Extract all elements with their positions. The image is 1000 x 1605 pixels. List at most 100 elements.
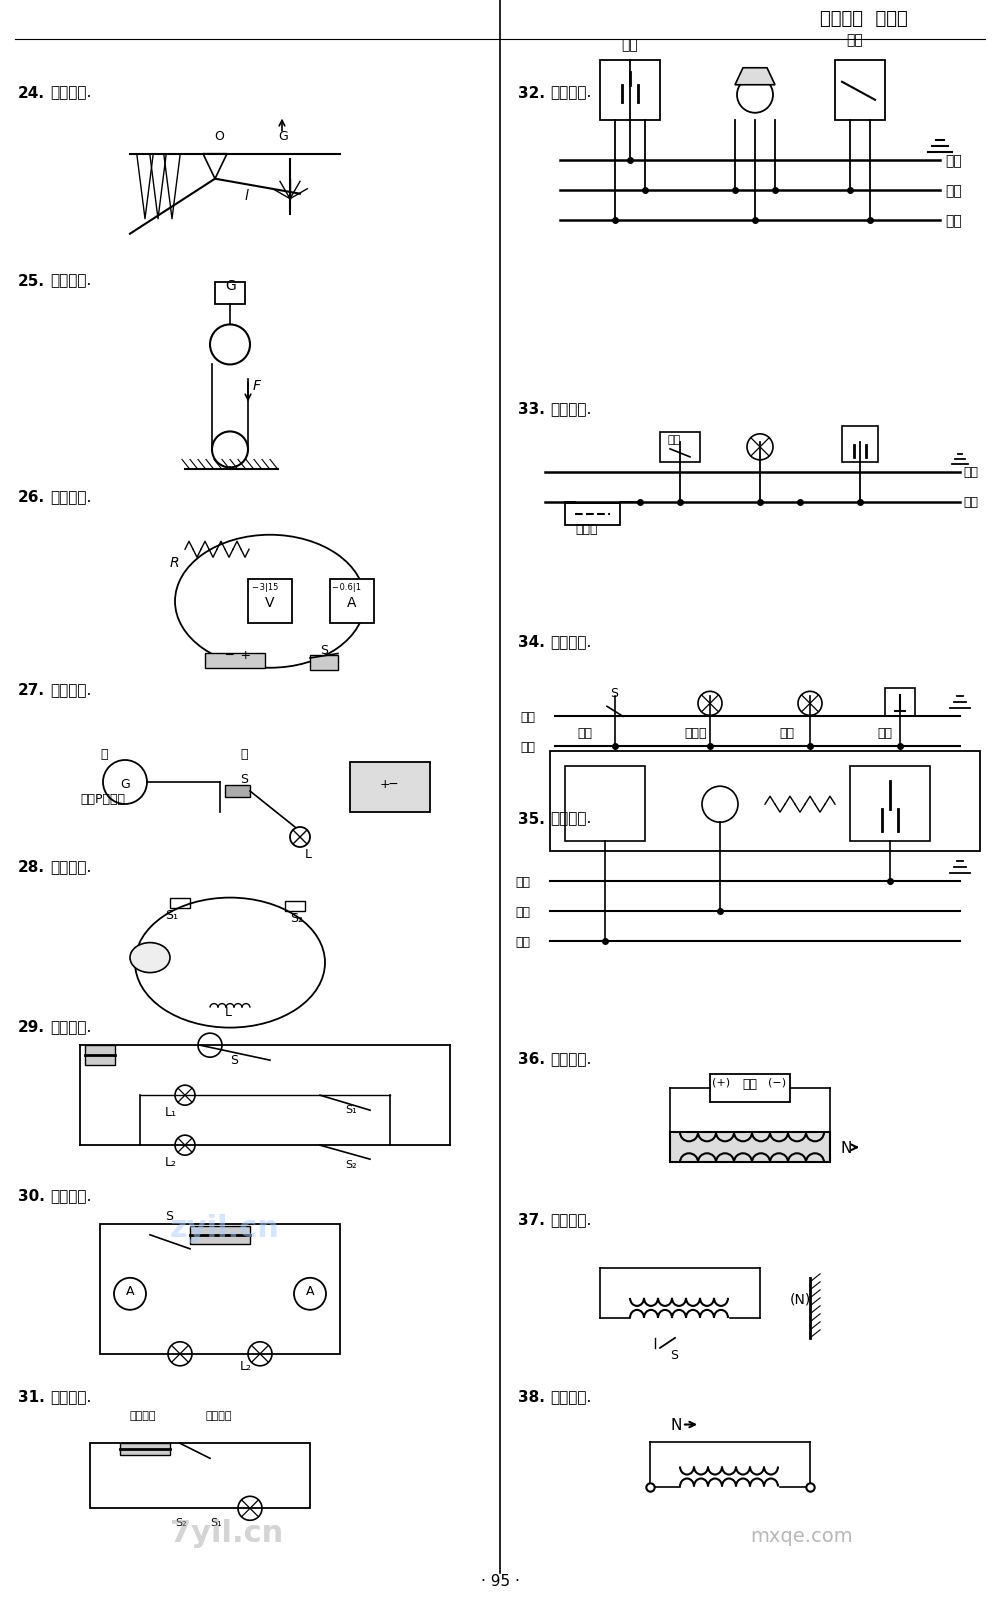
Text: 如图所示.: 如图所示. [550,1212,591,1228]
Text: zyil.cn: zyil.cn [170,1213,280,1242]
Text: 零线: 零线 [515,905,530,918]
Bar [90,1443,310,1509]
Text: S: S [165,1209,173,1221]
Bar [835,61,885,120]
Text: 声控开关: 声控开关 [130,1411,156,1420]
Bar [170,899,190,908]
Text: 如图所示.: 如图所示. [550,401,591,417]
Text: L₂: L₂ [240,1359,252,1372]
Text: 如图所示.: 如图所示. [50,273,91,289]
Text: 甲: 甲 [100,748,108,761]
Text: A: A [126,1284,134,1297]
Text: 指示灯: 指示灯 [685,727,707,740]
Text: V: V [265,595,275,610]
Text: (−): (−) [768,1077,786,1087]
Text: R: R [170,555,180,570]
Text: 电源: 电源 [742,1077,758,1091]
Text: S: S [320,644,328,656]
Text: F: F [253,379,261,393]
Text: S₁: S₁ [345,1104,357,1114]
Text: 开关: 开关 [578,727,592,740]
Text: 升学锦囊  参考答: 升学锦囊 参考答 [820,10,908,29]
Text: 7yil.cn: 7yil.cn [170,1518,283,1547]
Text: 火线: 火线 [963,496,978,509]
Bar [842,427,878,462]
Text: l: l [245,188,249,202]
Text: 如图所示.: 如图所示. [550,85,591,101]
Bar [120,1443,170,1456]
Text: 零线: 零线 [945,183,962,197]
Text: 火线: 火线 [520,740,535,753]
Text: L₂: L₂ [165,1156,177,1168]
Text: 如图所示.: 如图所示. [550,1388,591,1404]
Bar [850,767,930,841]
Text: 36.: 36. [518,1051,545,1067]
Text: (+): (+) [712,1077,730,1087]
Text: L: L [225,1005,232,1018]
Text: 如图所示.: 如图所示. [550,1051,591,1067]
Bar [285,900,305,912]
Text: +─: +─ [380,777,398,791]
Text: 火线: 火线 [945,213,962,228]
Text: 如图所示.: 如图所示. [50,1188,91,1204]
Text: 如图所示.: 如图所示. [50,1019,91,1035]
Text: 29.: 29. [18,1019,45,1035]
Text: 32.: 32. [518,85,545,101]
Text: A: A [306,1284,314,1297]
Text: L: L [305,847,312,860]
Text: 插孔: 插孔 [878,727,893,740]
Text: L₁: L₁ [165,1106,177,1119]
Text: 地线: 地线 [515,875,530,888]
Bar [205,653,265,668]
Text: 28.: 28. [18,859,45,875]
Text: 33.: 33. [518,401,545,417]
Bar [190,1226,250,1244]
Text: 37.: 37. [518,1212,545,1228]
Text: 30.: 30. [18,1188,45,1204]
Text: S: S [240,772,248,785]
Bar [550,751,980,852]
Text: S₁: S₁ [210,1517,222,1528]
Bar [885,689,915,717]
Text: G: G [120,777,130,791]
Text: (N): (N) [790,1292,811,1306]
Text: G: G [225,279,236,294]
Text: 31.: 31. [18,1388,45,1404]
Bar [600,61,660,120]
Text: S: S [670,1348,678,1361]
Text: 35.: 35. [518,811,545,827]
Bar [710,1075,790,1103]
Bar [565,767,645,841]
Text: 如图所示.: 如图所示. [50,85,91,101]
Text: A: A [347,595,357,610]
Bar [100,1225,340,1355]
Text: 25.: 25. [18,273,45,289]
Text: N: N [670,1417,681,1432]
Text: ─ 3|15: ─ 3|15 [252,583,278,592]
Text: S₂: S₂ [175,1517,187,1528]
Text: 滑片P电阻丝: 滑片P电阻丝 [80,793,125,806]
Text: 插座: 插座 [622,39,638,51]
Text: 火线: 火线 [515,936,530,949]
Text: · 95 ·: · 95 · [481,1573,519,1589]
Text: 34.: 34. [518,634,545,650]
Text: G: G [278,130,288,143]
Text: S: S [610,687,618,700]
Bar [660,433,700,462]
Bar [215,282,245,305]
Bar [225,785,250,798]
Text: 如图所示.: 如图所示. [50,682,91,698]
Text: 电阻: 电阻 [780,727,794,740]
Bar [310,655,338,671]
Ellipse shape [130,944,170,973]
Text: ─  +: ─ + [225,648,251,661]
Text: 开关: 开关 [847,32,863,47]
Text: N: N [840,1140,851,1156]
Text: 27.: 27. [18,682,45,698]
Text: 如图所示.: 如图所示. [550,811,591,827]
Text: 零线: 零线 [520,711,535,724]
Text: 38.: 38. [518,1388,545,1404]
Text: S₁: S₁ [165,908,178,921]
Bar [565,504,620,525]
Text: 如图所示.: 如图所示. [550,634,591,650]
